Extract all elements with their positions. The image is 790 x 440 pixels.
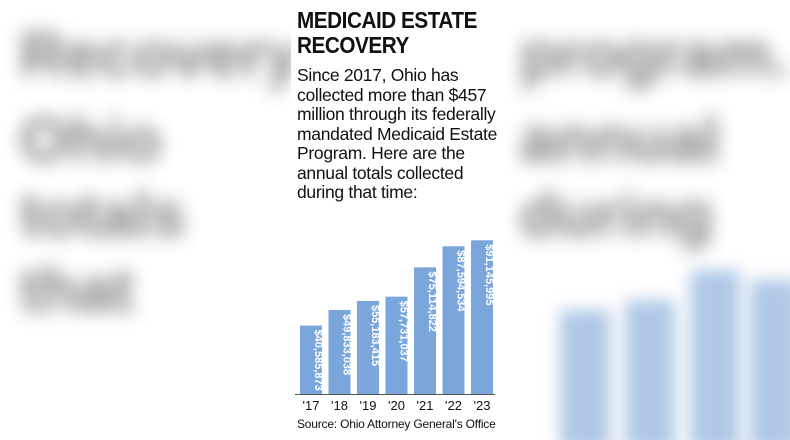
- data-label-1: $49,833,038: [341, 314, 353, 375]
- bar-chart: $40,585,873 '17 $49,833,038 '18 $55,183,415 '…: [295, 240, 495, 413]
- x-tick-label-0: '17: [303, 398, 320, 413]
- chart-subtitle: Since 2017, Ohio has collected more than…: [297, 65, 498, 202]
- infographic-panel: MEDICAID ESTATE RECOVERY Since 2017, Ohi…: [291, 0, 499, 440]
- bar-6: [471, 240, 493, 394]
- x-tick-label-4: '21: [417, 398, 434, 413]
- data-label-3: $57,731,037: [398, 301, 410, 362]
- x-tick-label-1: '18: [331, 398, 348, 413]
- bar-5: [442, 246, 465, 394]
- bar-4: [414, 267, 436, 394]
- data-label-6: $91,145,995: [483, 244, 495, 305]
- x-tick-label-2: '19: [360, 398, 377, 413]
- chart-title: MEDICAID ESTATE RECOVERY: [297, 7, 477, 58]
- data-label-0: $40,585,873: [312, 330, 324, 391]
- bar-1: [328, 309, 351, 394]
- data-label-2: $55,183,415: [369, 305, 381, 366]
- data-label-5: $87,594,534: [455, 250, 467, 312]
- x-tick-label-5: '22: [445, 398, 462, 413]
- bar-3: [385, 296, 408, 394]
- data-label-4: $75,114,822: [426, 271, 438, 332]
- chart-source: Source: Ohio Attorney General's Office: [297, 417, 496, 431]
- bar-2: [357, 300, 379, 394]
- x-tick-label-3: '20: [388, 398, 405, 413]
- bar-0: [300, 325, 322, 394]
- x-tick-label-6: '23: [474, 398, 491, 413]
